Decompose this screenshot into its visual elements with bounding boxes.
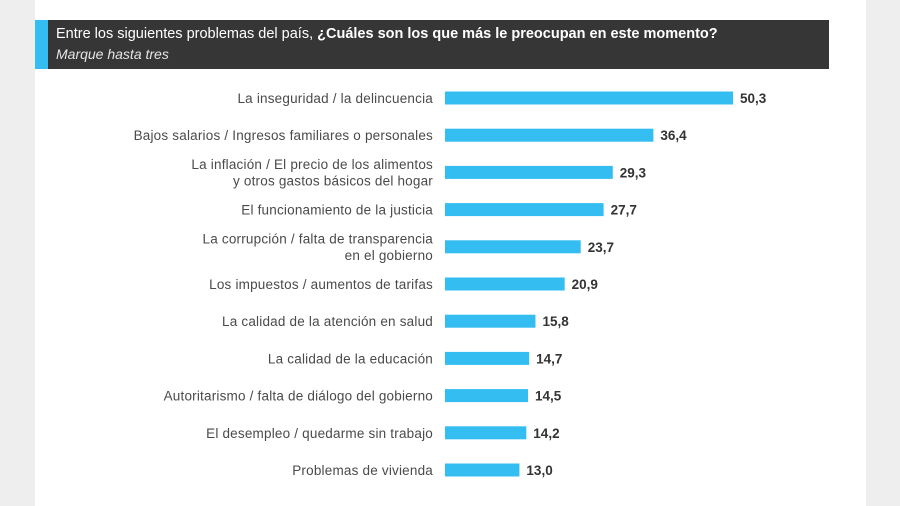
category-label: La inflación / El precio de los alimento… [191, 157, 433, 172]
category-label: Bajos salarios / Ingresos familiares o p… [134, 128, 433, 143]
category-label: Problemas de vivienda [292, 463, 433, 478]
category-label: El desempleo / quedarme sin trabajo [206, 426, 433, 441]
bar [445, 426, 527, 440]
bar [445, 128, 654, 142]
question-header: Entre los siguientes problemas del país,… [35, 20, 829, 69]
header-accent-bar [35, 20, 48, 69]
value-label: 23,7 [588, 240, 614, 255]
category-label: en el gobierno [345, 248, 433, 263]
bar [445, 277, 565, 291]
category-label: La corrupción / falta de transparencia [203, 232, 434, 247]
bar [445, 389, 529, 403]
category-label: Los impuestos / aumentos de tarifas [209, 277, 433, 292]
chart-card: Entre los siguientes problemas del país,… [35, 0, 866, 506]
bar [445, 165, 613, 179]
question-bold: ¿Cuáles son los que más le preocupan en … [317, 26, 718, 42]
value-label: 13,0 [526, 463, 552, 478]
category-label: y otros gastos básicos del hogar [233, 174, 433, 189]
bar [445, 351, 530, 365]
bar [445, 314, 536, 328]
bar [445, 240, 581, 254]
bar [445, 91, 733, 105]
value-label: 14,5 [535, 389, 562, 404]
value-label: 27,7 [611, 203, 637, 218]
instruction-text: Marque hasta tres [56, 46, 169, 62]
category-label: La calidad de la atención en salud [222, 314, 433, 329]
value-label: 50,3 [740, 91, 767, 106]
category-label: La inseguridad / la delincuencia [237, 91, 433, 106]
value-label: 36,4 [660, 128, 687, 143]
category-label: Autoritarismo / falta de diálogo del gob… [164, 389, 433, 404]
question-prefix: Entre los siguientes problemas del país, [56, 26, 314, 42]
bar [445, 203, 604, 217]
question-text: Entre los siguientes problemas del país,… [56, 26, 718, 42]
bar [445, 463, 520, 477]
value-label: 15,8 [542, 314, 569, 329]
value-label: 20,9 [572, 277, 598, 292]
category-label: El funcionamiento de la justicia [241, 203, 433, 218]
category-label: La calidad de la educación [268, 351, 433, 366]
value-label: 14,7 [536, 351, 562, 366]
value-label: 29,3 [620, 165, 647, 180]
bar-chart: 50,3 La inseguridad / la delincuencia 36,4… [134, 91, 767, 478]
value-label: 14,2 [533, 426, 559, 441]
